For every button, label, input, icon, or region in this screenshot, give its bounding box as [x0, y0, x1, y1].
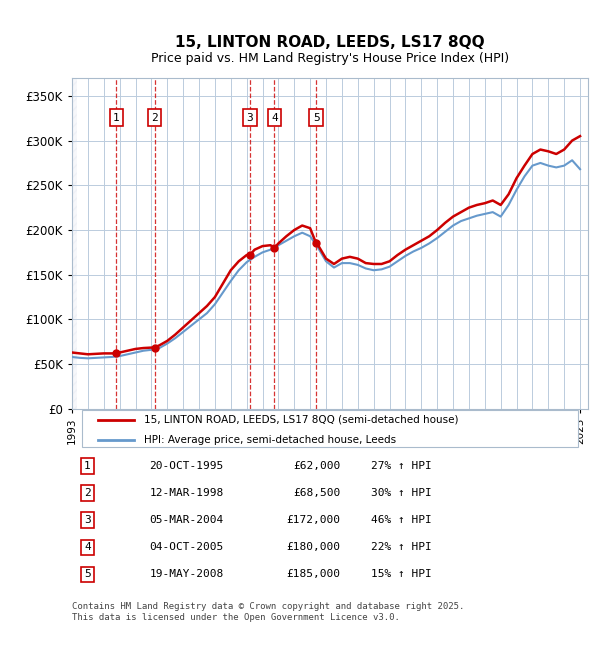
- Text: 4: 4: [271, 112, 278, 123]
- Text: 3: 3: [84, 515, 91, 525]
- Text: 3: 3: [247, 112, 253, 123]
- Text: 12-MAR-1998: 12-MAR-1998: [149, 488, 224, 498]
- Text: 1: 1: [84, 461, 91, 471]
- Text: 20-OCT-1995: 20-OCT-1995: [149, 461, 224, 471]
- Text: 15% ↑ HPI: 15% ↑ HPI: [371, 569, 432, 579]
- Text: 30% ↑ HPI: 30% ↑ HPI: [371, 488, 432, 498]
- Text: HPI: Average price, semi-detached house, Leeds: HPI: Average price, semi-detached house,…: [144, 435, 397, 445]
- Text: £180,000: £180,000: [286, 542, 340, 552]
- Text: Price paid vs. HM Land Registry's House Price Index (HPI): Price paid vs. HM Land Registry's House …: [151, 52, 509, 65]
- Text: 1: 1: [113, 112, 120, 123]
- Text: 27% ↑ HPI: 27% ↑ HPI: [371, 461, 432, 471]
- FancyBboxPatch shape: [82, 410, 578, 447]
- Text: 2: 2: [151, 112, 158, 123]
- Text: £62,000: £62,000: [293, 461, 340, 471]
- Bar: [72, 78, 77, 409]
- Text: 5: 5: [84, 569, 91, 579]
- Text: 2: 2: [84, 488, 91, 498]
- Text: 4: 4: [84, 542, 91, 552]
- Text: 22% ↑ HPI: 22% ↑ HPI: [371, 542, 432, 552]
- Text: Contains HM Land Registry data © Crown copyright and database right 2025.
This d: Contains HM Land Registry data © Crown c…: [72, 603, 464, 622]
- Text: 15, LINTON ROAD, LEEDS, LS17 8QQ (semi-detached house): 15, LINTON ROAD, LEEDS, LS17 8QQ (semi-d…: [144, 415, 459, 425]
- Text: £68,500: £68,500: [293, 488, 340, 498]
- Text: 15, LINTON ROAD, LEEDS, LS17 8QQ: 15, LINTON ROAD, LEEDS, LS17 8QQ: [175, 34, 485, 50]
- Text: 05-MAR-2004: 05-MAR-2004: [149, 515, 224, 525]
- Text: 5: 5: [313, 112, 320, 123]
- Text: £172,000: £172,000: [286, 515, 340, 525]
- Text: 04-OCT-2005: 04-OCT-2005: [149, 542, 224, 552]
- Text: £185,000: £185,000: [286, 569, 340, 579]
- Text: 19-MAY-2008: 19-MAY-2008: [149, 569, 224, 579]
- Text: 46% ↑ HPI: 46% ↑ HPI: [371, 515, 432, 525]
